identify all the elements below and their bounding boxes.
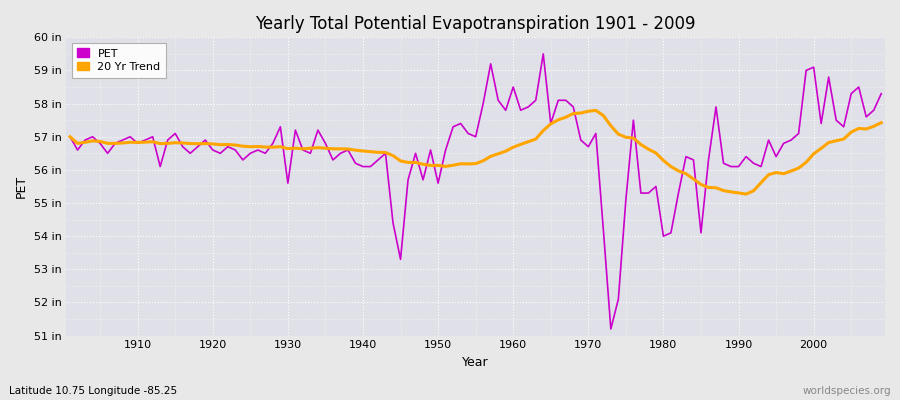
Text: Latitude 10.75 Longitude -85.25: Latitude 10.75 Longitude -85.25 — [9, 386, 177, 396]
Y-axis label: PET: PET — [15, 175, 28, 198]
Title: Yearly Total Potential Evapotranspiration 1901 - 2009: Yearly Total Potential Evapotranspiratio… — [256, 15, 696, 33]
X-axis label: Year: Year — [463, 356, 489, 369]
Legend: PET, 20 Yr Trend: PET, 20 Yr Trend — [72, 43, 166, 78]
Text: worldspecies.org: worldspecies.org — [803, 386, 891, 396]
